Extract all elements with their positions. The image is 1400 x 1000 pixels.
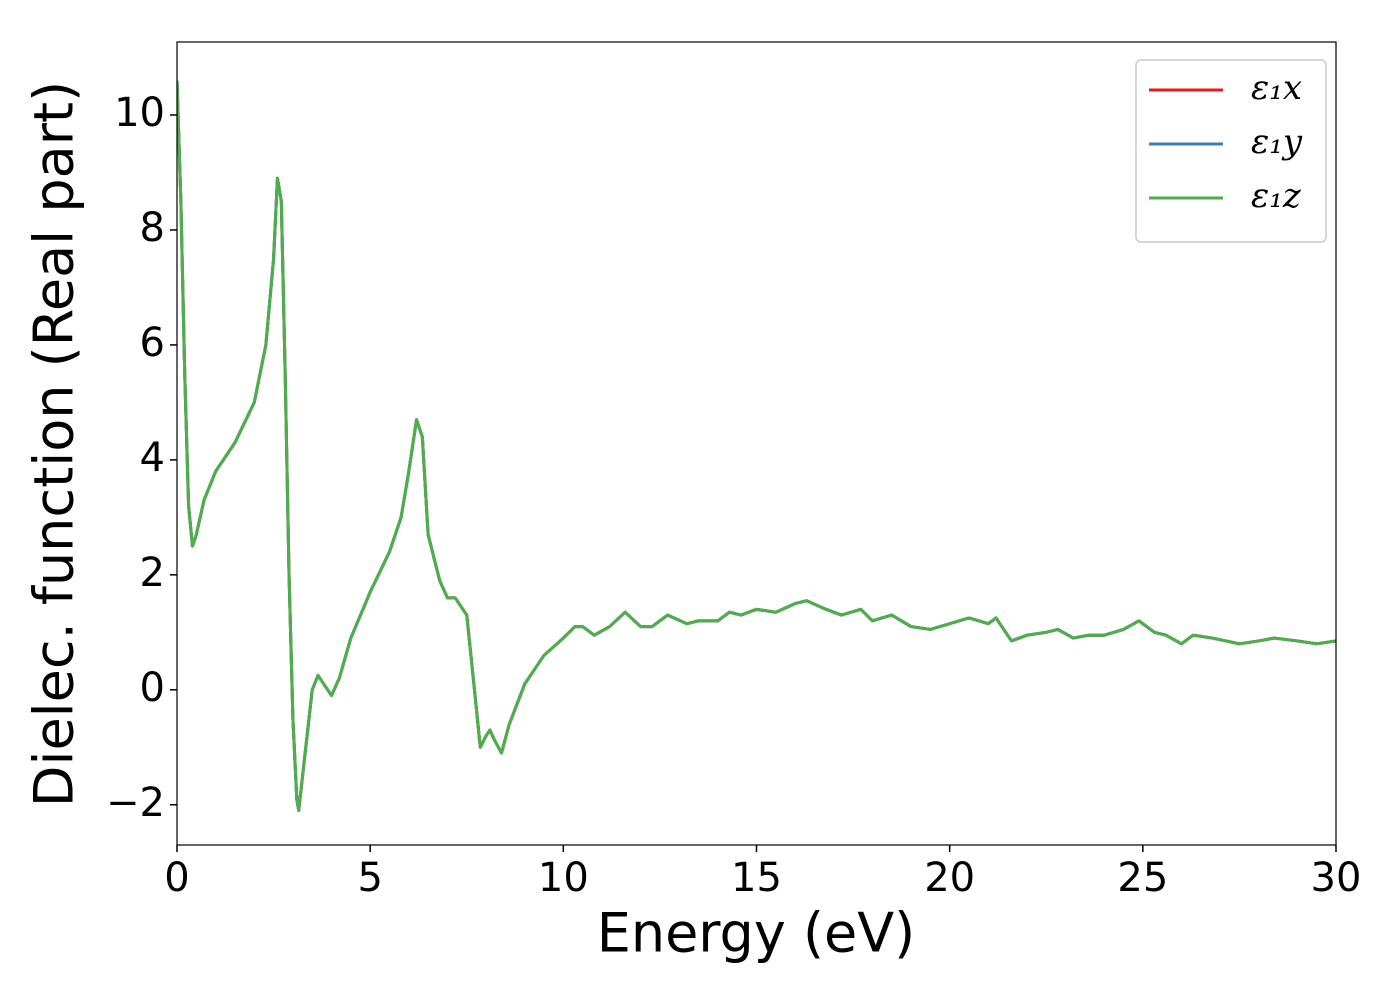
y-tick-label: 8 [140, 205, 165, 251]
x-tick-label: 15 [731, 855, 782, 901]
x-tick-label: 25 [1117, 855, 1168, 901]
y-tick-label: 6 [140, 320, 165, 366]
legend-label: ε₁y [1251, 122, 1303, 162]
y-tick-label: 10 [114, 90, 165, 136]
x-tick-label: 30 [1311, 855, 1362, 901]
y-tick-label: 2 [140, 550, 165, 596]
x-tick-label: 10 [538, 855, 589, 901]
x-tick-label: 20 [924, 855, 975, 901]
plot-frame [176, 41, 1337, 846]
series-line [177, 80, 1336, 813]
x-tick-label: 0 [164, 855, 189, 901]
y-tick-label: 4 [140, 435, 165, 481]
legend-label: ε₁z [1251, 176, 1302, 216]
legend-label: ε₁x [1251, 68, 1302, 108]
x-tick-label: 5 [357, 855, 382, 901]
y-axis-label: Dielec. function (Real part) [23, 81, 86, 807]
y-tick-label: 0 [140, 665, 165, 711]
y-tick-label: −2 [106, 780, 165, 826]
x-axis-label: Energy (eV) [597, 902, 916, 965]
